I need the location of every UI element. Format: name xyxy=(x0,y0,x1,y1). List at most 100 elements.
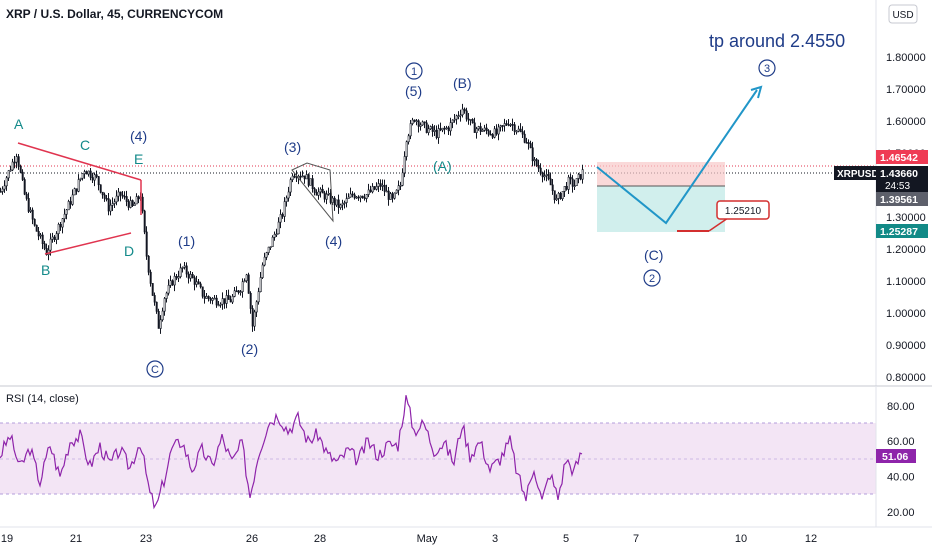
target-label-box xyxy=(716,200,770,220)
candle-body xyxy=(541,172,544,178)
candle-body xyxy=(287,191,290,199)
candle-body xyxy=(397,185,400,191)
candle-body xyxy=(5,177,8,187)
candle-body xyxy=(313,188,316,193)
candle-body xyxy=(425,122,428,133)
candle-body xyxy=(303,175,306,180)
candle-body xyxy=(173,275,176,286)
candle-body xyxy=(59,224,62,228)
candle-body xyxy=(559,193,562,200)
wave-label-b: B xyxy=(41,262,50,278)
candle-body xyxy=(29,209,32,212)
candle-body xyxy=(411,119,414,124)
candle-body xyxy=(461,108,464,116)
candle-body xyxy=(377,183,380,187)
wedge-pattern xyxy=(291,162,334,223)
candle-body xyxy=(187,273,190,279)
red-price-tag xyxy=(876,150,928,164)
candle-body xyxy=(395,189,398,194)
candle-body xyxy=(115,195,118,203)
candle-body xyxy=(419,124,422,127)
wave-label-c: C xyxy=(80,137,90,153)
candle-body xyxy=(347,196,350,199)
candle-body xyxy=(497,126,500,135)
candle-body xyxy=(413,119,416,122)
candle-body xyxy=(69,201,72,205)
candle-body xyxy=(449,122,452,132)
wave-label-5: (5) xyxy=(405,83,422,99)
candle-body xyxy=(107,198,110,212)
candle-body xyxy=(317,191,320,196)
circled-label-2: 2 xyxy=(643,269,661,287)
candle-body xyxy=(99,184,102,193)
chart-title: XRP / U.S. Dollar, 45, CURRENCYCOM xyxy=(6,7,223,21)
candle-body xyxy=(265,252,268,258)
candle-body xyxy=(523,133,526,143)
candle-body xyxy=(323,192,326,200)
candle-body xyxy=(445,127,448,130)
wave-label-a-paren: (A) xyxy=(433,158,452,174)
candle-body xyxy=(57,224,60,234)
candle-body xyxy=(85,171,88,175)
candle-body xyxy=(463,108,466,112)
candle-body xyxy=(215,297,218,306)
candle-body xyxy=(379,183,382,187)
time-tick-label: 10 xyxy=(735,533,747,545)
candle-body xyxy=(277,221,280,235)
candle-body xyxy=(73,188,76,196)
rsi-axis[interactable]: 80.00 60.00 40.00 20.00 xyxy=(887,401,915,519)
candle-body xyxy=(267,246,270,253)
candle-body xyxy=(473,122,476,133)
candle-body xyxy=(493,128,496,138)
candle-body xyxy=(97,176,100,186)
price-axis[interactable]: 1.800001.700001.600001.500001.400001.300… xyxy=(886,52,926,384)
price-tick-label: 1.00000 xyxy=(886,308,926,320)
wave-label-4-left: (4) xyxy=(130,128,147,144)
candle-body xyxy=(203,295,206,299)
time-axis[interactable]: 19 21 23 26 28 May 3 5 7 10 12 xyxy=(1,533,817,545)
last-price-tag-text: 1.43660 xyxy=(880,168,918,180)
candle-body xyxy=(159,319,162,329)
grey-price-tag-text: 1.39561 xyxy=(880,194,918,206)
svg-text:C: C xyxy=(151,364,159,376)
rsi-tick-label: 60.00 xyxy=(887,436,915,448)
candle-body xyxy=(17,156,20,167)
candle-body xyxy=(579,174,582,180)
candle-body xyxy=(51,236,54,240)
candle-body xyxy=(383,184,386,192)
candle-body xyxy=(61,218,64,228)
candle-body xyxy=(547,174,550,180)
candle-body xyxy=(209,298,212,301)
candle-body xyxy=(455,115,458,120)
candle-body xyxy=(533,159,536,162)
triangle-pattern xyxy=(17,142,142,255)
rsi-tick-label: 80.00 xyxy=(887,401,915,413)
candle-body xyxy=(471,119,474,124)
candle-body xyxy=(517,128,520,132)
candle-body xyxy=(501,125,504,127)
time-tick-label: 12 xyxy=(805,533,817,545)
candle-body xyxy=(163,298,166,312)
candle-body xyxy=(189,274,192,279)
candle-body xyxy=(467,118,470,121)
candle-body xyxy=(367,189,370,195)
candle-body xyxy=(263,256,266,266)
candle-body xyxy=(33,218,36,226)
time-tick-label: 23 xyxy=(140,533,152,545)
candle-body xyxy=(381,184,384,187)
candle-body xyxy=(365,194,368,199)
candle-body xyxy=(225,295,228,304)
time-tick-label: May xyxy=(417,533,438,545)
countdown-text: 24:53 xyxy=(885,181,910,192)
candle-body xyxy=(157,310,160,329)
candle-body xyxy=(125,196,128,202)
candle-body xyxy=(45,248,48,256)
candle-body xyxy=(117,191,120,197)
candle-body xyxy=(389,193,392,200)
candle-body xyxy=(197,281,200,285)
candle-body xyxy=(441,127,444,131)
candle-body xyxy=(169,280,172,286)
currency-button[interactable] xyxy=(888,4,918,24)
